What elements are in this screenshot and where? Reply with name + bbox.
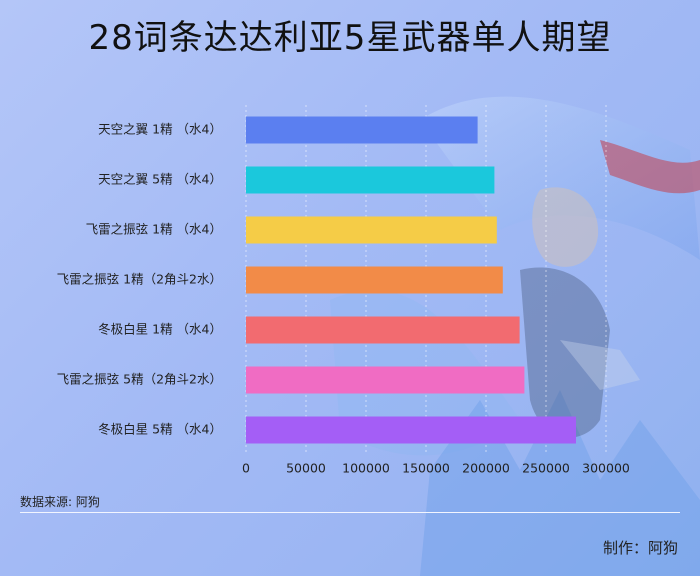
category-label: 天空之翼 1精 （水4） (98, 122, 222, 137)
x-tick-labels: 0 50000 100000 150000 200000 250000 300000 (242, 461, 630, 476)
category-label: 冬极白星 5精 （水4） (98, 422, 222, 437)
chart-title: 28词条达达利亚5星武器单人期望 (88, 18, 612, 58)
x-tick-label: 250000 (522, 461, 570, 476)
bar (246, 416, 576, 444)
bar (246, 216, 497, 244)
x-tick-label: 0 (242, 461, 250, 476)
x-tick-label: 100000 (342, 461, 390, 476)
category-labels: 天空之翼 1精 （水4） 天空之翼 5精 （水4） 飞雷之振弦 1精 （水4） 飞雷之… (57, 122, 222, 437)
bars (246, 116, 576, 444)
x-tick-label: 200000 (462, 461, 510, 476)
category-label: 飞雷之振弦 5精（2角斗2水） (57, 372, 222, 387)
x-tick-label: 300000 (582, 461, 630, 476)
category-label: 天空之翼 5精 （水4） (98, 172, 222, 187)
credit-note: 制作：阿狗 (602, 539, 678, 557)
bar (246, 266, 503, 294)
bar (246, 116, 478, 144)
category-label: 飞雷之振弦 1精 （水4） (86, 222, 222, 237)
category-label: 冬极白星 1精 （水4） (98, 322, 222, 337)
data-source-note: 数据来源: 阿狗 (20, 495, 100, 509)
category-label: 飞雷之振弦 1精（2角斗2水） (57, 272, 222, 287)
bar (246, 366, 525, 394)
divider-line (20, 512, 680, 513)
bar (246, 166, 495, 194)
bar (246, 316, 520, 344)
x-tick-label: 50000 (286, 461, 326, 476)
x-tick-label: 150000 (402, 461, 450, 476)
